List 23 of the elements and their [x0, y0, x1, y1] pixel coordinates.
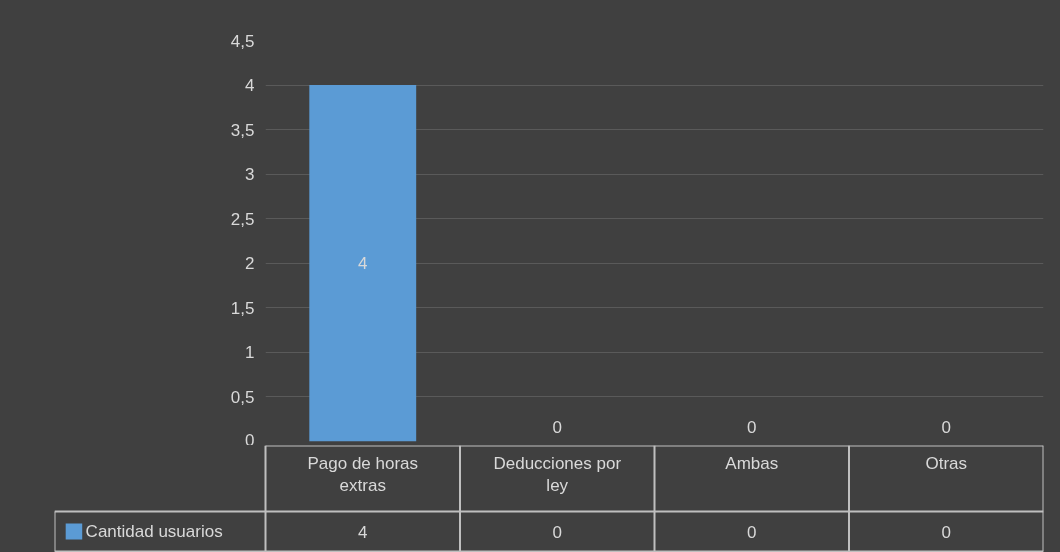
y-tick-label: 4,5 [230, 31, 255, 51]
x-tick-label: Otras [925, 453, 968, 473]
text: 0 [552, 418, 562, 438]
text: 4 [358, 254, 368, 274]
y-tick-label: 3 [245, 165, 255, 185]
data-label: 0 [941, 522, 951, 542]
x-tick-label: Ambas [725, 453, 779, 473]
x-tick-label: Deducciones por ley [493, 453, 622, 496]
y-tick-label: 2 [245, 254, 255, 274]
y-tick-label: 1 [245, 343, 255, 363]
y-tick-label: 2,5 [230, 209, 255, 229]
text: 0 [941, 418, 951, 438]
text: 0 [747, 418, 757, 438]
x-tick-label: Pago de horas extras [307, 453, 419, 496]
data-label: 0 [747, 522, 757, 542]
y-tick-label: 3,5 [230, 120, 255, 140]
legend-label: Cantidad usuarios [85, 522, 223, 541]
y-tick-label: 1,5 [230, 298, 255, 318]
data-label: 0 [552, 522, 562, 542]
y-tick-label: 0,5 [230, 387, 255, 407]
data-label: 4 [358, 522, 368, 542]
y-tick-label: 0 [245, 430, 255, 450]
y-tick-label: 4 [245, 76, 255, 96]
